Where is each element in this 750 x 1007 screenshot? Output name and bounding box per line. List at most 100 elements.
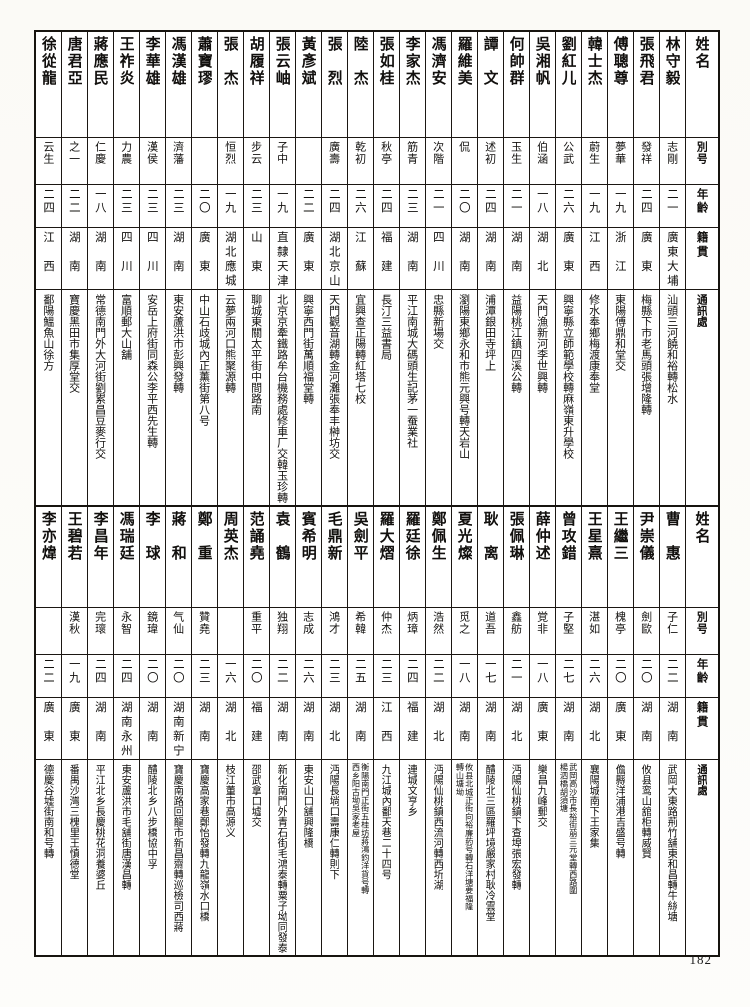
cell-alias: 之一 [60, 137, 88, 185]
cell-text-alias: 之一 [68, 141, 80, 165]
cell-text-address: 忠縣新場交 [432, 294, 444, 349]
cell-text-native: 山 東 [250, 231, 262, 275]
cell-text-address: 枝江董市高源义 [224, 764, 236, 838]
cell-text-alias: 子仁 [666, 611, 678, 635]
cell-alias: 子仁 [658, 607, 686, 655]
cell-age: 二〇 [242, 654, 270, 698]
cell-text-native: 湖 南 [68, 231, 80, 275]
cell-text-native: 湖南新宁 [172, 701, 184, 759]
cell-age: 二六 [580, 654, 608, 698]
cell-alias: 独翔 [268, 607, 296, 655]
cell-native: 湖 北 [424, 697, 452, 760]
cell-text-address: 寶慶黑田市集厚堂交 [68, 294, 80, 393]
cell-native: 湖 南 [476, 227, 504, 290]
row-header-native: 籍貫 [684, 697, 720, 760]
cell-name: 李昌年 [86, 505, 114, 608]
cell-text-alias: 子堅 [562, 611, 574, 635]
cell-native: 湖 南 [450, 227, 478, 290]
cell-native: 湖 南 [86, 227, 114, 290]
cell-name: 馮漢雄 [164, 30, 192, 138]
cell-text-address: 鄱陽鰮魚山徐方 [42, 294, 54, 371]
cell-alias: 力農 [112, 137, 140, 185]
cell-address: 寶慶黑田市集厚堂交 [60, 289, 88, 514]
cell-text-age: 二二 [302, 188, 314, 215]
cell-text-name: 徐從龍 [40, 36, 56, 87]
cell-alias: 觅之 [450, 607, 478, 655]
cell-alias: 次階 [424, 137, 452, 185]
cell-text-age: 二五 [354, 658, 366, 685]
cell-age: 二四 [34, 184, 62, 228]
cell-native: 江 西 [34, 227, 62, 290]
cell-text-native: 湖 南 [458, 701, 470, 745]
cell-text-name: 蔣應民 [92, 36, 108, 87]
cell-text-alias: 独翔 [276, 611, 288, 635]
roster-row-native: 江 西 湖 南 湖 南 四 川 四 川 湖 南 廣 東 湖北應城 山 東 直隸天津 廣 東 湖北京山 江… [34, 227, 720, 290]
cell-address: 沔陽仙桃鎮西流河轉西圻湖 [424, 759, 452, 957]
cell-text-address: 天門觀音湖轉金河灘張奉丰榊坊交 [328, 294, 340, 459]
cell-age: 二二 [268, 654, 296, 698]
cell-text-address: 東安蘆洪市彭興發轉 [172, 294, 184, 393]
cell-native: 江 西 [372, 697, 400, 760]
cell-text-age: 二三 [250, 188, 262, 215]
cell-text-name: 蔣 和 [170, 511, 186, 562]
cell-text-alias: 鑫舫 [510, 611, 522, 635]
cell-alias: 漢秋 [60, 607, 88, 655]
cell-address: 番禺沙灣三槐里王慎德堂 [60, 759, 88, 957]
cell-address: 汕頭三河饒和裕轉松水 [658, 289, 686, 514]
cell-native: 湖 南 [632, 697, 660, 760]
cell-name: 李亦煒 [34, 505, 62, 608]
cell-address: 東安山口舖興隆橋 [294, 759, 322, 957]
cell-native: 廣 東 [632, 227, 660, 290]
cell-name: 譚 文 [476, 30, 504, 138]
cell-alias: 劍歐 [632, 607, 660, 655]
cell-address: 攸县鸾山舘柜轉威賢 [632, 759, 660, 957]
cell-alias: 鑫舫 [502, 607, 530, 655]
cell-native: 四 川 [138, 227, 166, 290]
cell-native: 廣 東 [554, 227, 582, 290]
cell-address: 九江城內鄱天巷二十四号 [372, 759, 400, 957]
cell-text-address: 瀏陽東鄉永和市熊元興号轉天岩山 [458, 294, 470, 459]
cell-name: 吳劍平 [346, 505, 374, 608]
cell-text-alias: 气仙 [172, 611, 184, 635]
cell-text-address: 常德南門外大河街劉累昌豆麥行交 [94, 294, 106, 459]
cell-text-age: 一八 [94, 188, 106, 215]
cell-age: 二三 [138, 184, 166, 228]
cell-address: 天門漁新河李世興轉 [528, 289, 556, 514]
cell-address: 鄱陽鰮魚山徐方 [34, 289, 62, 514]
cell-text-native: 湖北應城 [224, 231, 236, 289]
cell-address: 宜興查正陽轉紅塔七校 [346, 289, 374, 514]
cell-text-age: 一七 [484, 658, 496, 685]
cell-text-native: 四 川 [120, 231, 132, 275]
cell-text-age: 二七 [562, 658, 574, 685]
roster-row-name: 徐從龍 唐君亞 蔣應民 王祚炎 李華雄 馮漢雄 蕭寶璆張 杰胡履祥 張云岫 黃彥斌張 烈陸 杰張… [34, 30, 720, 138]
cell-text-native: 江 西 [380, 701, 392, 745]
cell-text-address: 中山石歧城內正薰街第八号 [198, 294, 210, 426]
cell-address: 東陽傅鼎和堂交 [606, 289, 634, 514]
cell-native: 四 川 [424, 227, 452, 290]
cell-alias: 仁慶 [86, 137, 114, 185]
cell-text-alias: 漢侯 [146, 141, 158, 165]
cell-text-native: 廣 東 [68, 701, 80, 745]
cell-alias: 浩然 [424, 607, 452, 655]
roster-row-alias: 漢秋 完瓌 永智 鏡瑋 气仙 贊堯 重平 独翔 志成 鴻才 希韓 仲杰 炳璋 浩然 觅之 道吾 鑫舫 覚非 子堅 湛如… [34, 607, 720, 655]
cell-text-age: 二三 [406, 188, 418, 215]
cell-name: 張云岫 [268, 30, 296, 138]
roster-body-bottom: 李亦煒 王碧若 李昌年 馮瑞廷李 球蔣 和鄭 重周英杰 范誦堯袁 鶴賓希明 毛鼎新 吳劍平羅… [34, 505, 720, 957]
cell-text-age: 二四 [42, 188, 55, 215]
cell-age: 二四 [320, 184, 348, 228]
roster-table-bottom: 李亦煒 王碧若 李昌年 馮瑞廷李 球蔣 和鄭 重周英杰 范誦堯袁 鶴賓希明 毛鼎新 吳劍平羅… [34, 505, 720, 957]
cell-text-name: 張云岫 [274, 36, 290, 87]
cell-name: 李家杰 [398, 30, 426, 138]
roster-row-native: 廣 東 廣 東 湖 南 湖南永州 湖 南 湖南新宁 湖 南 湖 北 福 建 湖 南 湖 南 湖 北 湖 … [34, 697, 720, 760]
row-header-address: 通訊處 [684, 289, 720, 514]
cell-native: 湖 南 [476, 697, 504, 760]
cell-age: 二三 [242, 184, 270, 228]
cell-text-name: 薛仲述 [534, 511, 550, 562]
cell-text-name: 毛鼎新 [326, 511, 342, 562]
cell-address: 東安蘆洪市毛舖街唐漢昌轉 [112, 759, 140, 957]
cell-text-age: 二一 [666, 188, 678, 215]
cell-name: 馮瑞廷 [112, 505, 140, 608]
cell-text-name: 周英杰 [222, 511, 238, 562]
cell-text-address: 益陽桃江鎮四溪公轉 [510, 294, 522, 393]
cell-address: 寶慶高家巷鄭怡發轉九龍嶺水口橋 [190, 759, 218, 957]
